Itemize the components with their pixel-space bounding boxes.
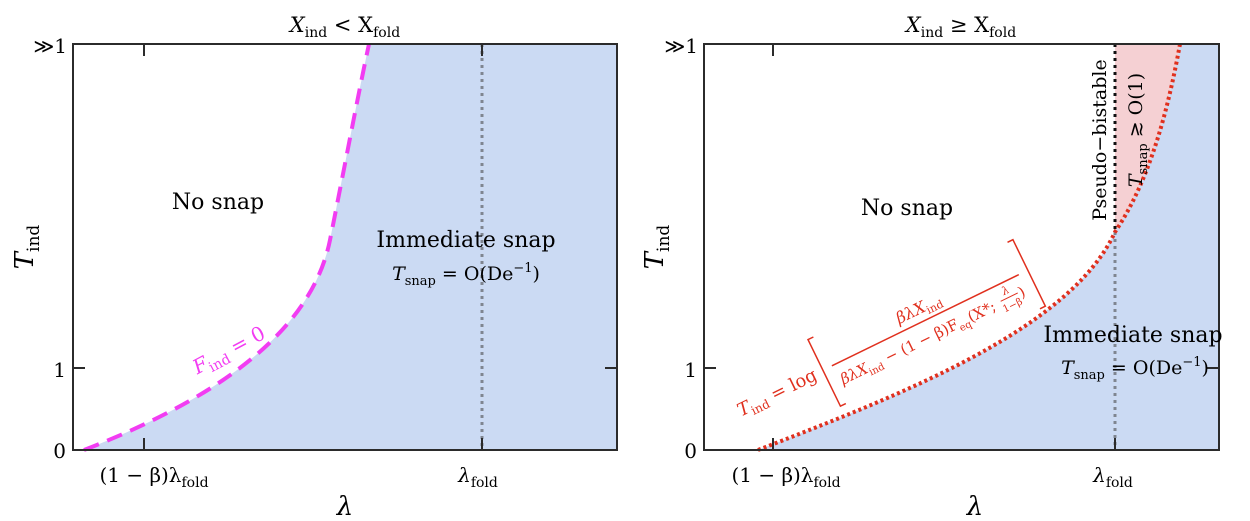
right-y-tick-top: ≫1	[664, 34, 698, 58]
right-tind-curve	[757, 43, 1182, 452]
right-y-tick-bottom: 0	[684, 439, 697, 463]
formula-right-bracket	[1007, 238, 1047, 310]
right-tsnap-label: Tsnap = O(De−1)	[1061, 355, 1209, 383]
left-tsnap-label: Tsnap = O(De−1)	[392, 261, 540, 289]
right-x-tick-left: (1 − β)λfold	[731, 463, 840, 491]
formula-lhs: Tind = log	[734, 365, 821, 423]
left-axes-frame	[72, 43, 618, 451]
formula-left-bracket	[806, 336, 847, 408]
left-y-axis-title: Tind	[10, 225, 44, 270]
right-x-axis-title: λ	[966, 492, 983, 521]
left-x-tick-left: (1 − β)λfold	[99, 463, 208, 491]
right-y-tick-mid: 1	[684, 358, 697, 382]
left-x-axis-title: λ	[336, 492, 353, 521]
left-x-tick-right: λfold	[457, 463, 498, 491]
left-y-tick-bottom: 0	[53, 439, 66, 463]
left-no-snap-label: No snap	[172, 190, 264, 215]
left-y-tick-mid: 1	[53, 358, 66, 382]
right-pseudo-bistable-label: Pseudo−bistable	[1089, 59, 1111, 220]
left-y-tick-top: ≫1	[33, 34, 67, 58]
left-panel: Xind < Xfold Tind λ ≫1 1 0 (1 − β)λfold …	[10, 13, 618, 521]
right-panel: Xind ≥ Xfold Tind λ ≫1 1 0 (1 − β)λfold …	[640, 13, 1223, 521]
left-find-zero-curve	[83, 43, 371, 452]
right-ticks	[704, 44, 1219, 450]
left-immediate-snap-region	[84, 44, 617, 450]
right-immediate-snap-region	[758, 44, 1219, 450]
left-immediate-snap-label: Immediate snap	[376, 228, 555, 253]
right-pseudo-bistable-region	[1115, 44, 1180, 232]
right-tsnap-big-label: Tsnap ≳ O(1)	[1125, 73, 1151, 187]
formula-inner-bar	[1000, 292, 1018, 302]
right-axes-frame	[703, 43, 1220, 451]
right-x-tick-right: λfold	[1092, 463, 1133, 491]
left-ticks	[73, 44, 617, 450]
left-panel-title: Xind < Xfold	[288, 13, 400, 41]
right-no-snap-label: No snap	[861, 196, 953, 221]
right-panel-title: Xind ≥ Xfold	[904, 13, 1016, 41]
right-immediate-snap-label: Immediate snap	[1043, 323, 1222, 348]
right-y-axis-title: Tind	[640, 225, 674, 270]
formula-inner-numerator: λ	[999, 283, 1012, 298]
formula-fraction-bar	[831, 273, 1020, 367]
